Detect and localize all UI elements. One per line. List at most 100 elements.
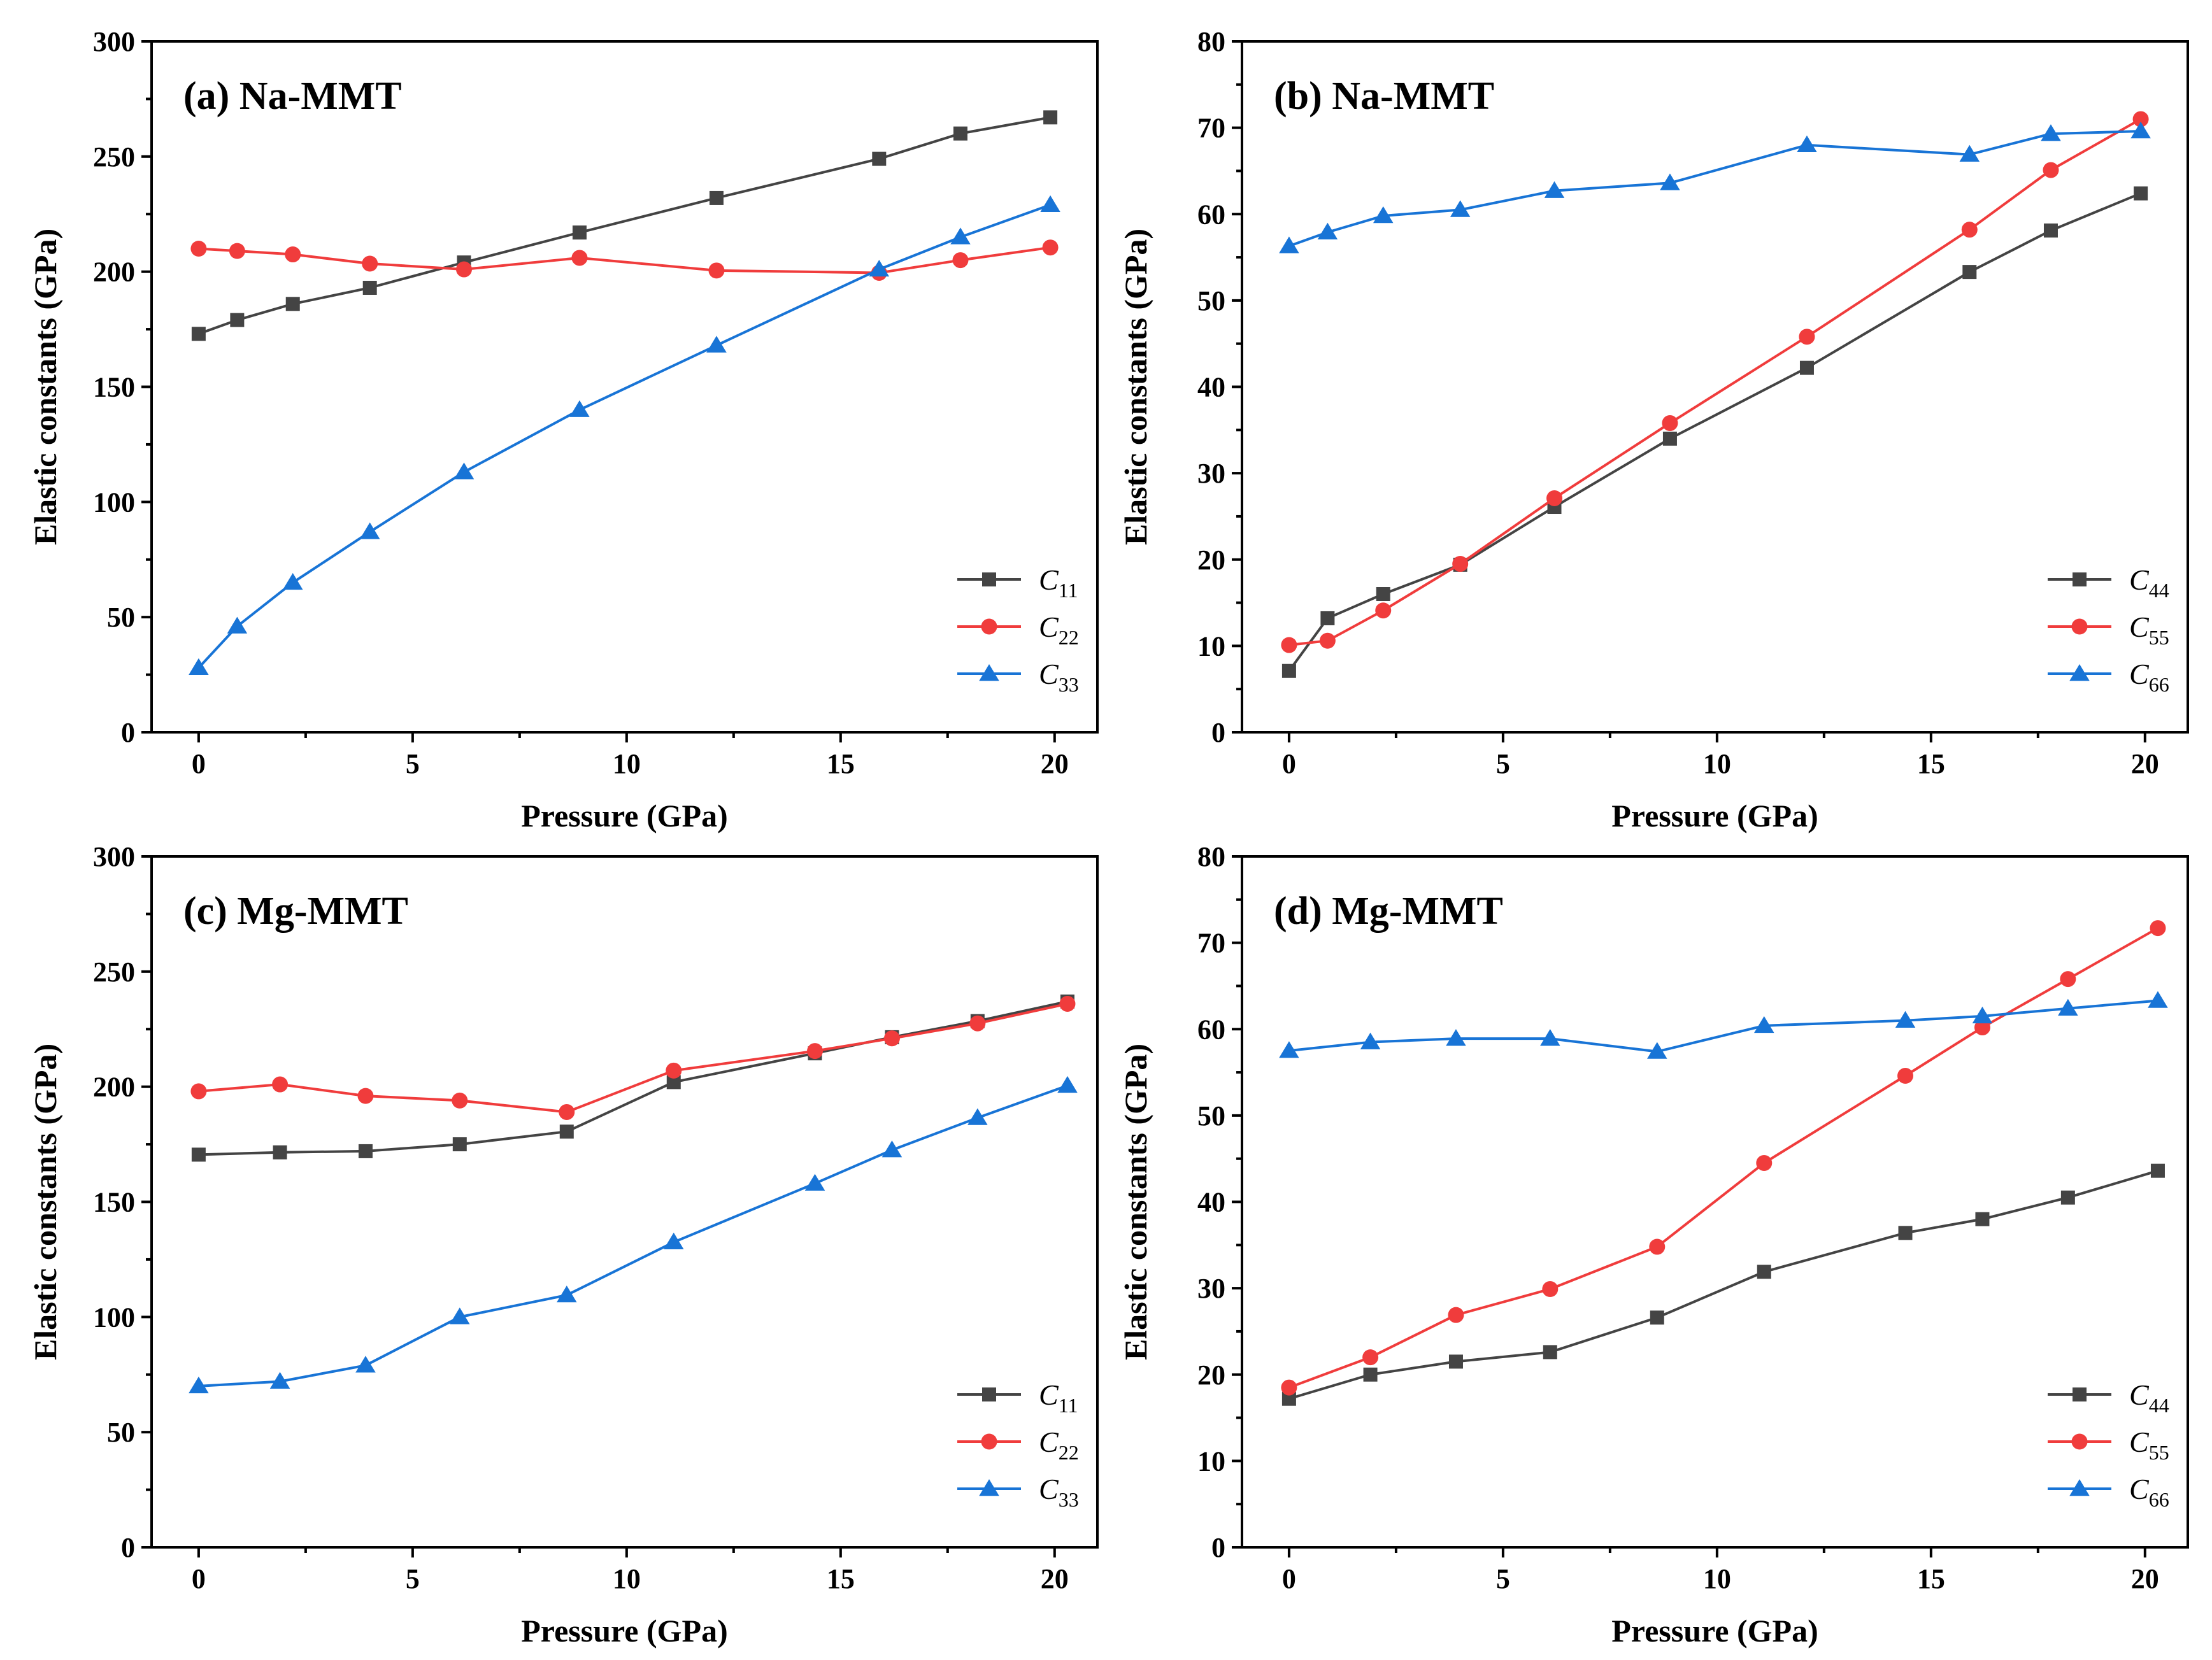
data-point: [666, 1075, 681, 1089]
y-tick-label: 40: [1197, 372, 1225, 403]
data-point: [362, 255, 378, 272]
data-point: [1281, 637, 1297, 653]
y-tick-label: 0: [121, 717, 135, 748]
y-tick-label: 50: [107, 1417, 135, 1448]
y-tick-label: 30: [1197, 458, 1225, 489]
series-line: [1288, 118, 2142, 647]
series-C44: [1281, 186, 2148, 678]
y-tick-label: 0: [121, 1532, 135, 1563]
data-point: [1961, 222, 1978, 238]
series-line: [198, 1084, 1068, 1387]
legend-subscript: 11: [1059, 579, 1078, 602]
data-point: [1897, 1067, 1914, 1084]
series-C33: [189, 195, 1060, 675]
x-tick-label: 5: [1496, 748, 1510, 779]
legend-marker: [981, 1433, 997, 1450]
data-point: [285, 297, 300, 311]
x-tick-label: 5: [406, 748, 420, 779]
data-point: [1363, 1367, 1378, 1382]
y-tick-label: 70: [1197, 928, 1225, 959]
legend-label: C11: [1039, 564, 1078, 602]
legend-subscript: 44: [2149, 1394, 2169, 1417]
data-point: [2043, 223, 2058, 238]
y-tick-label: 60: [1197, 199, 1225, 230]
legend-letter: C: [1039, 1426, 1059, 1458]
data-point: [1450, 200, 1471, 217]
data-point: [1660, 173, 1680, 190]
legend-letter: C: [2129, 1426, 2150, 1458]
data-point: [1375, 602, 1392, 619]
data-point: [709, 190, 724, 205]
y-tick-label: 50: [1197, 1100, 1225, 1131]
data-point: [1544, 181, 1565, 198]
data-point: [230, 313, 245, 327]
data-point: [1662, 431, 1677, 446]
data-point: [1452, 556, 1469, 572]
data-point: [191, 327, 206, 341]
legend-subscript: 22: [1059, 626, 1079, 649]
series-line: [198, 116, 1051, 336]
data-point: [1649, 1238, 1666, 1255]
data-point: [1362, 1349, 1379, 1366]
x-tick-label: 20: [2131, 1563, 2159, 1594]
legend-letter: C: [1039, 1473, 1059, 1505]
data-point: [872, 152, 887, 166]
series-line: [1288, 926, 2158, 1389]
legend-label: C22: [1039, 1426, 1079, 1464]
legend-label: C11: [1039, 1379, 1078, 1417]
data-point: [1540, 1029, 1560, 1046]
data-point: [282, 572, 303, 590]
series-line: [197, 203, 1051, 669]
data-point: [450, 1307, 470, 1324]
legend-subscript: 22: [1059, 1441, 1079, 1464]
legend-marker: [982, 1387, 996, 1401]
data-point: [1975, 1212, 1990, 1226]
data-point: [1662, 415, 1678, 431]
legend-marker: [2069, 664, 2090, 681]
data-point: [804, 1174, 825, 1191]
data-point: [572, 225, 587, 240]
data-point: [453, 462, 475, 479]
x-axis-title: Pressure (GPa): [521, 798, 727, 834]
x-tick-label: 15: [827, 1563, 855, 1594]
data-point: [664, 1232, 684, 1250]
x-tick-label: 15: [1917, 1563, 1945, 1594]
data-point: [1650, 1310, 1664, 1325]
data-point: [1799, 360, 1814, 375]
data-point: [2148, 991, 2168, 1008]
series-C11: [191, 994, 1074, 1162]
y-tick-label: 300: [93, 26, 135, 57]
series-line: [198, 1002, 1068, 1114]
panel-title: (a) Na-MMT: [183, 74, 402, 118]
y-tick-label: 50: [107, 602, 135, 633]
legend-letter: C: [1039, 611, 1059, 643]
legend-letter: C: [2129, 1473, 2150, 1505]
y-tick-label: 300: [93, 841, 135, 872]
data-point: [2134, 186, 2148, 201]
series-C22: [190, 239, 1059, 281]
x-axis-title: Pressure (GPa): [521, 1613, 727, 1649]
y-tick-label: 150: [93, 1187, 135, 1218]
data-point: [1543, 1345, 1557, 1359]
data-point: [1448, 1307, 1464, 1323]
data-point: [355, 1356, 376, 1373]
data-point: [1320, 611, 1335, 625]
x-axis-title: Pressure (GPa): [1611, 798, 1818, 834]
y-tick-label: 10: [1197, 630, 1225, 662]
legend-letter: C: [2129, 564, 2150, 596]
data-point: [189, 658, 209, 675]
y-tick-label: 250: [93, 956, 135, 988]
data-point: [285, 246, 301, 263]
data-point: [1756, 1154, 1773, 1171]
y-tick-label: 150: [93, 372, 135, 403]
y-tick-label: 30: [1197, 1273, 1225, 1304]
y-tick-label: 0: [1211, 1532, 1225, 1563]
data-point: [1542, 1280, 1559, 1297]
y-tick-label: 60: [1197, 1014, 1225, 1045]
x-tick-label: 10: [1703, 748, 1731, 779]
data-point: [2041, 124, 2061, 141]
data-point: [1757, 1265, 1771, 1279]
